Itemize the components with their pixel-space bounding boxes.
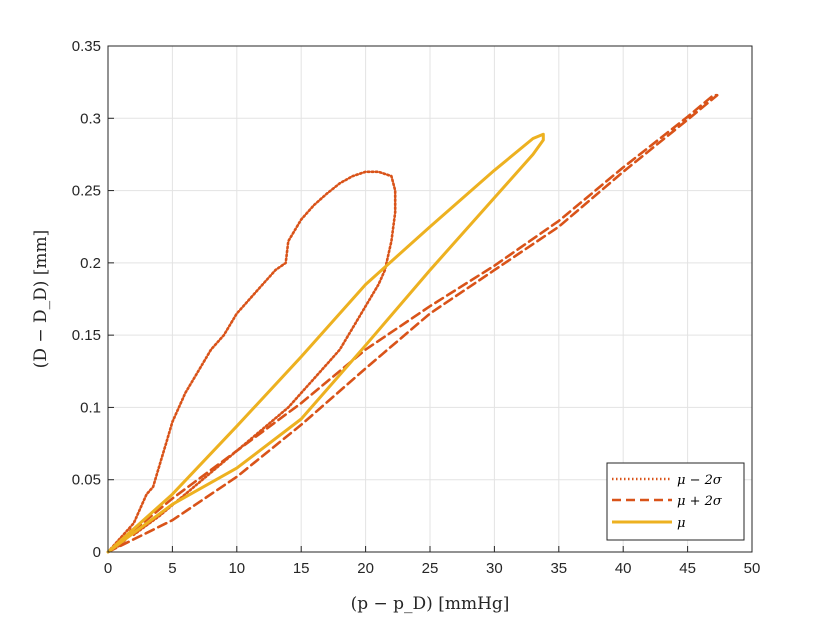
y-tick-label: 0.2 [80,255,101,272]
x-tick-label: 50 [744,560,761,577]
x-tick-label: 35 [550,560,567,577]
legend-label-mu-plus-2sigma: μ + 2σ [677,494,723,509]
y-tick-label: 0.3 [80,110,101,127]
x-ticks: 0 5 10 15 20 25 30 35 40 45 50 [104,546,761,577]
x-tick-label: 5 [168,560,176,577]
y-ticks: 0 0.05 0.1 0.15 0.2 0.25 0.3 0.35 [72,38,114,561]
x-tick-label: 25 [422,560,439,577]
y-tick-label: 0.1 [80,399,101,416]
x-tick-label: 45 [679,560,696,577]
legend-label-mu-minus-2sigma: μ − 2σ [677,473,723,488]
legend-box [606,462,745,541]
y-axis-label: (D − D_D) [mm] [31,230,51,369]
x-axis-label: (p − p_D) [mmHg] [351,594,510,614]
series-group [106,93,719,554]
y-tick-label: 0 [93,544,101,561]
x-tick-label: 30 [486,560,503,577]
x-tick-label: 10 [228,560,245,577]
series-line-mu [106,132,545,554]
y-tick-label: 0.25 [72,183,101,200]
series-line-mu-plus-2sigma [106,93,719,554]
x-tick-label: 20 [357,560,374,577]
x-tick-label: 15 [293,560,310,577]
y-tick-label: 0.15 [72,327,101,344]
x-tick-label: 0 [104,560,112,577]
y-tick-label: 0.35 [72,38,101,55]
y-tick-label: 0.05 [72,472,101,489]
x-tick-label: 40 [615,560,632,577]
legend-label-mu: μ [677,516,685,531]
legend: μ − 2σ μ + 2σ μ [606,462,745,541]
